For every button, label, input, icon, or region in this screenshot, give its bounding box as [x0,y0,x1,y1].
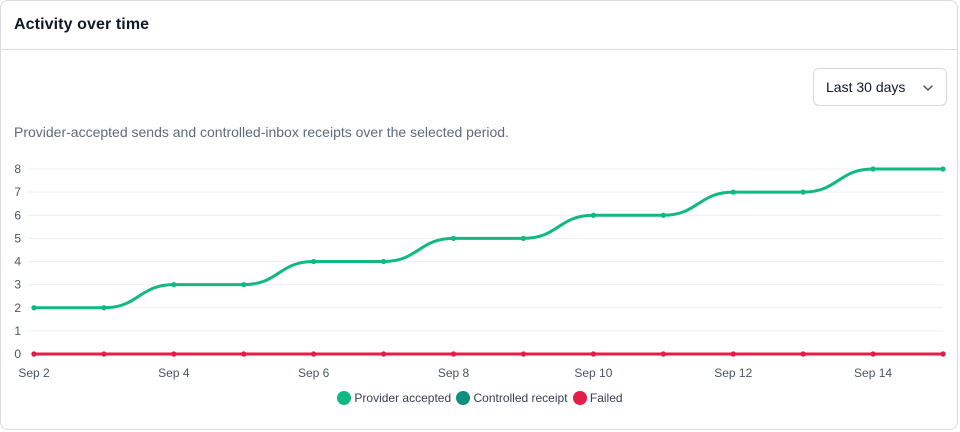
activity-line-chart: 0 1 2 3 4 5 6 7 8 Sep 2 Sep 4 Sep 6 Sep 8 Sep 10 Sep 1… [14,162,946,380]
data-point-failed [171,351,177,357]
card-title: Activity over time [14,16,150,33]
data-point-failed [800,351,806,357]
x-tick-label: Sep 8 [438,366,470,380]
date-range-select[interactable]: Last 30 days [813,68,947,106]
data-point-failed [381,351,387,357]
y-tick-label: 2 [14,301,21,315]
data-point-provider-accepted [381,258,387,265]
y-tick-label: 8 [14,162,21,176]
data-point-failed [31,351,37,357]
chart-description: Provider-accepted sends and controlled-i… [14,124,509,140]
x-tick-label: Sep 2 [18,366,50,380]
data-point-failed [870,351,876,357]
x-tick-label: Sep 10 [574,366,612,380]
legend-item-provider-accepted[interactable]: Provider accepted [337,390,452,406]
chart-legend: Provider accepted Controlled receipt Fai… [1,390,957,406]
x-tick-label: Sep 4 [158,366,190,380]
data-point-provider-accepted [101,305,107,311]
x-tick-label: Sep 6 [298,366,330,380]
y-tick-label: 5 [14,231,21,245]
data-point-failed [660,351,666,357]
y-tick-label: 3 [14,278,21,292]
data-point-provider-accepted [31,305,37,311]
data-point-provider-accepted [940,166,946,172]
chevron-down-icon [923,85,933,91]
data-point-provider-accepted [660,212,666,218]
data-point-provider-accepted [311,258,317,265]
card-header: Activity over time [1,1,957,50]
data-point-provider-accepted [800,189,806,195]
data-point-provider-accepted [730,189,736,195]
data-point-provider-accepted [241,282,247,288]
data-point-provider-accepted [520,235,527,241]
data-point-failed [241,351,247,357]
legend-label: Failed [589,391,623,406]
y-tick-label: 7 [14,185,21,199]
data-point-failed [450,351,457,357]
series-line-provider-accepted [32,167,945,310]
legend-swatch-controlled-receipt [456,391,471,406]
y-tick-label: 4 [14,255,21,269]
x-tick-label: Sep 12 [714,366,752,380]
x-tick-label: Sep 14 [854,366,892,380]
data-point-provider-accepted [450,235,457,241]
legend-label: Provider accepted [354,391,452,406]
y-tick-label: 1 [14,324,21,338]
data-point-failed [311,351,317,357]
data-point-failed [590,351,596,357]
legend-item-failed[interactable]: Failed [572,390,623,406]
legend-swatch-failed [572,391,587,406]
y-tick-label: 0 [14,347,21,361]
y-tick-label: 6 [14,208,21,222]
data-point-provider-accepted [171,282,177,288]
data-point-failed [940,351,946,357]
data-point-provider-accepted [870,166,876,172]
legend-label: Controlled receipt [473,391,568,406]
date-range-value: Last 30 days [826,79,906,95]
legend-swatch-provider-accepted [337,391,352,406]
data-point-failed [730,351,736,357]
legend-item-controlled-receipt[interactable]: Controlled receipt [456,390,568,406]
data-point-failed [101,351,107,357]
data-point-provider-accepted [590,212,596,218]
data-point-failed [520,351,527,357]
